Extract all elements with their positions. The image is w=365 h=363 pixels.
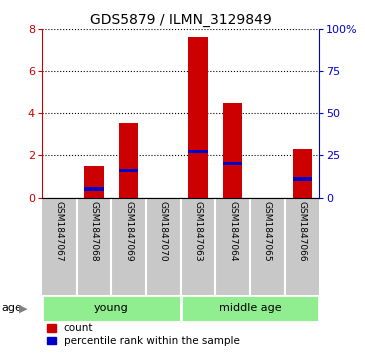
Bar [188, 150, 208, 154]
Text: young: young [94, 303, 129, 313]
Bar [188, 37, 208, 197]
Bar [181, 295, 319, 322]
Text: GSM1847064: GSM1847064 [228, 201, 237, 262]
Text: ▶: ▶ [19, 303, 27, 313]
Text: GSM1847067: GSM1847067 [55, 201, 64, 262]
Legend: count, percentile rank within the sample: count, percentile rank within the sample [47, 323, 240, 346]
Bar [223, 162, 242, 165]
Title: GDS5879 / ILMN_3129849: GDS5879 / ILMN_3129849 [90, 13, 272, 26]
Text: GSM1847069: GSM1847069 [124, 201, 133, 262]
Text: GSM1847066: GSM1847066 [297, 201, 307, 262]
Text: middle age: middle age [219, 303, 281, 313]
Text: GSM1847065: GSM1847065 [263, 201, 272, 262]
Bar [292, 149, 312, 197]
Bar [84, 187, 104, 191]
Text: GSM1847070: GSM1847070 [159, 201, 168, 262]
Text: GSM1847068: GSM1847068 [89, 201, 99, 262]
Bar [84, 166, 104, 197]
Bar [292, 177, 312, 181]
Bar [223, 103, 242, 197]
Text: GSM1847063: GSM1847063 [193, 201, 203, 262]
Bar [119, 169, 138, 172]
Text: age: age [2, 303, 23, 313]
Bar [119, 123, 138, 197]
Bar [42, 295, 181, 322]
